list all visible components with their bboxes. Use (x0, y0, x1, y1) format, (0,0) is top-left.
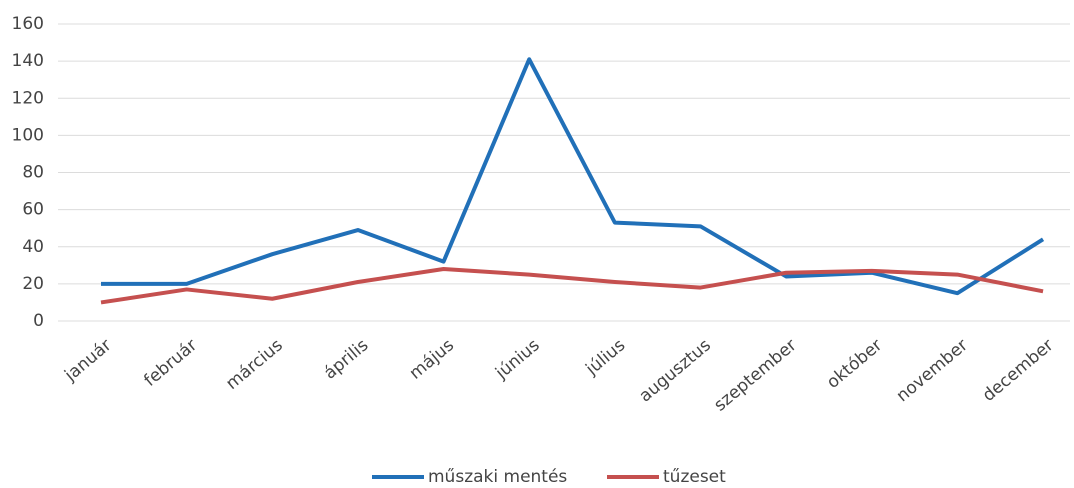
x-tick-label: május (406, 335, 458, 383)
x-tick-label: november (893, 335, 972, 406)
y-tick-label: 40 (22, 237, 44, 257)
x-tick-label: április (320, 335, 372, 383)
y-tick-label: 160 (12, 14, 44, 34)
x-tick-label: január (60, 335, 115, 386)
series-line (101, 57, 1045, 296)
x-tick-label: szeptember (710, 335, 800, 415)
x-tick-label: október (823, 335, 886, 392)
y-tick-label: 20 (22, 274, 44, 294)
x-tick-label: június (491, 335, 544, 384)
y-tick-label: 100 (12, 125, 44, 145)
x-tick-label: március (222, 335, 287, 394)
legend-label: tűzeset (663, 467, 726, 487)
y-tick-label: 140 (12, 51, 44, 71)
y-tick-label: 60 (22, 200, 44, 220)
legend-label: műszaki mentés (428, 467, 567, 487)
x-tick-label: február (140, 335, 201, 390)
y-tick-label: 0 (33, 311, 44, 331)
series-line (100, 267, 1044, 305)
x-tick-label: július (581, 335, 629, 380)
x-tick-label: december (979, 335, 1058, 406)
y-tick-label: 80 (22, 163, 44, 183)
y-tick-label: 120 (12, 88, 44, 108)
x-tick-label: augusztus (636, 335, 715, 406)
